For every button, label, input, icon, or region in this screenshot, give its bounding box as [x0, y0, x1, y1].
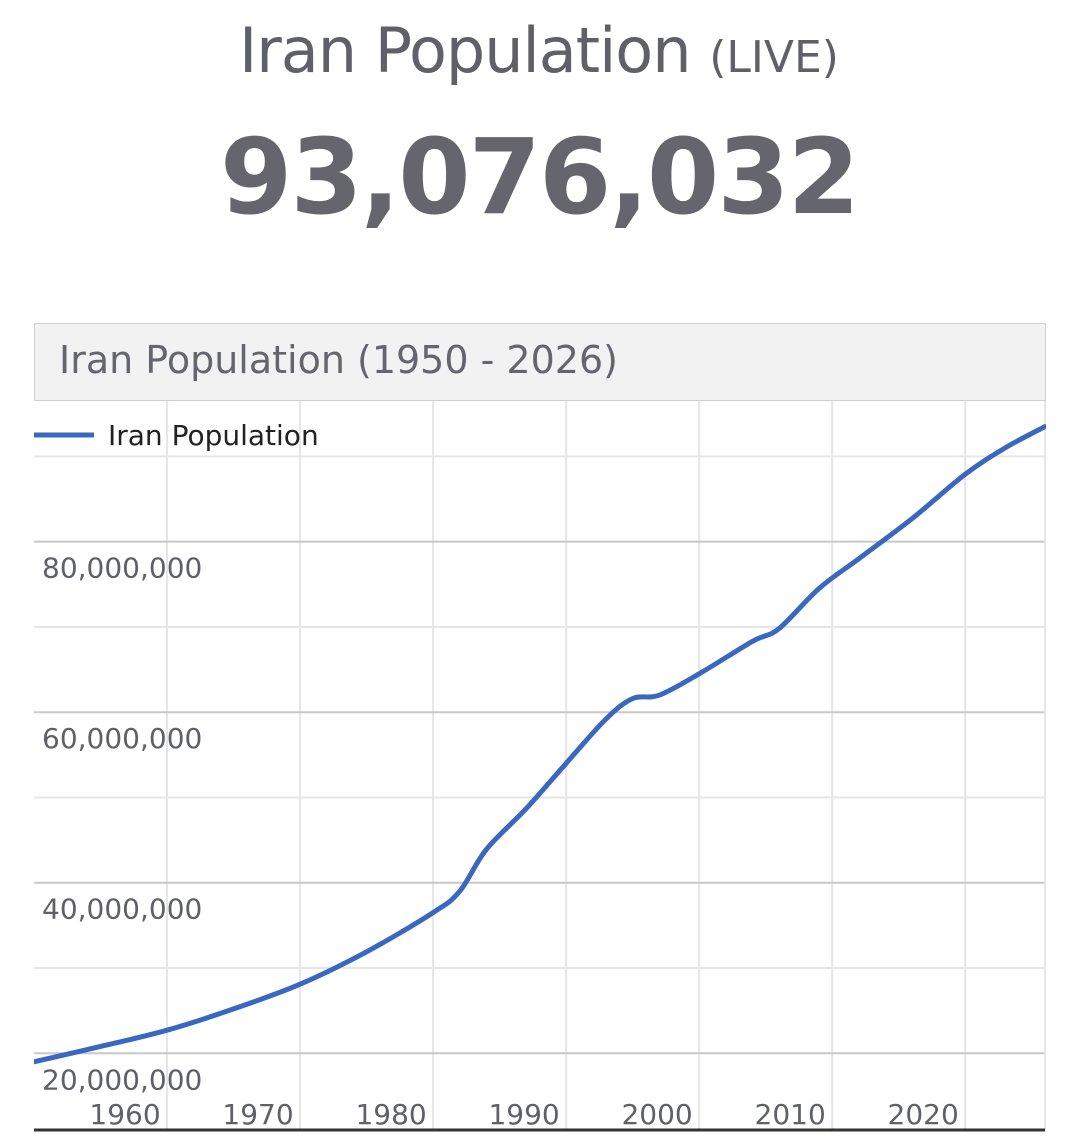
y-tick-label: 20,000,000 — [42, 1063, 202, 1096]
x-tick-label: 1990 — [488, 1098, 559, 1131]
legend: Iran Population — [34, 419, 319, 452]
y-tick-label: 40,000,000 — [42, 893, 202, 926]
x-tick-label: 1960 — [89, 1098, 160, 1131]
tick-labels: 20,000,000 40,000,000 60,000,000 80,000,000… — [42, 552, 959, 1131]
y-tick-label: 80,000,000 — [42, 552, 202, 585]
population-chart-card: 20,000,000 40,000,000 60,000,000 80,000,000… — [34, 323, 1046, 1139]
chart-title: Iran Population (1950 - 2026) — [59, 338, 618, 382]
x-tick-label: 1980 — [355, 1098, 426, 1131]
legend-label-iran-population: Iran Population — [108, 419, 319, 452]
x-tick-label: 2010 — [755, 1098, 826, 1131]
axes — [34, 401, 1046, 1132]
y-tick-label: 60,000,000 — [42, 722, 202, 755]
population-line-chart: 20,000,000 40,000,000 60,000,000 80,000,000… — [34, 401, 1046, 1132]
x-tick-label: 2020 — [888, 1098, 959, 1131]
x-tick-label: 1970 — [222, 1098, 293, 1131]
series-layer — [34, 424, 1046, 1065]
live-population-counter: 93,076,032 — [220, 116, 860, 238]
page-title: Iran Population (LIVE) — [0, 14, 1078, 87]
chart-title-bar: Iran Population (1950 - 2026) — [34, 323, 1046, 401]
live-label: (LIVE) — [709, 32, 839, 83]
series-line-iran-population — [34, 424, 1046, 1065]
grid-lines — [34, 401, 1045, 1130]
page-title-text: Iran Population — [239, 14, 692, 87]
x-tick-label: 2000 — [621, 1098, 692, 1131]
